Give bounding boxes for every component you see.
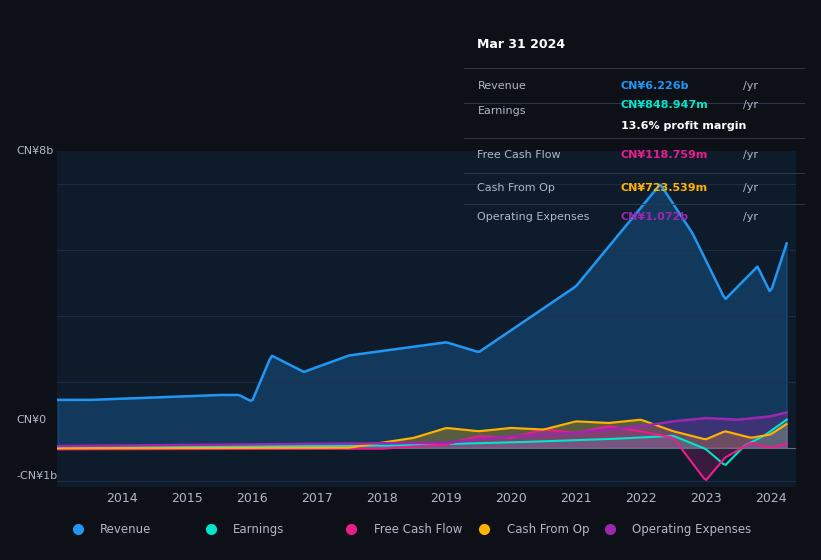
Text: /yr: /yr xyxy=(743,150,759,160)
Text: Earnings: Earnings xyxy=(233,522,285,536)
Text: -CN¥1b: -CN¥1b xyxy=(16,471,57,481)
Text: 13.6% profit margin: 13.6% profit margin xyxy=(621,122,746,132)
Text: Free Cash Flow: Free Cash Flow xyxy=(374,522,462,536)
Text: CN¥723.539m: CN¥723.539m xyxy=(621,183,708,193)
Text: /yr: /yr xyxy=(743,100,759,110)
Text: CN¥848.947m: CN¥848.947m xyxy=(621,100,709,110)
Text: Free Cash Flow: Free Cash Flow xyxy=(478,150,561,160)
Text: /yr: /yr xyxy=(743,81,759,91)
Text: Revenue: Revenue xyxy=(478,81,526,91)
Text: Operating Expenses: Operating Expenses xyxy=(632,522,751,536)
Text: Cash From Op: Cash From Op xyxy=(507,522,589,536)
Text: Mar 31 2024: Mar 31 2024 xyxy=(478,38,566,51)
Text: Cash From Op: Cash From Op xyxy=(478,183,555,193)
Text: Operating Expenses: Operating Expenses xyxy=(478,212,589,222)
Text: CN¥8b: CN¥8b xyxy=(16,146,53,156)
Text: /yr: /yr xyxy=(743,212,759,222)
Text: /yr: /yr xyxy=(743,183,759,193)
Text: Revenue: Revenue xyxy=(100,522,152,536)
Text: Earnings: Earnings xyxy=(478,106,526,116)
Text: CN¥118.759m: CN¥118.759m xyxy=(621,150,708,160)
Text: CN¥0: CN¥0 xyxy=(16,415,47,425)
Text: CN¥1.072b: CN¥1.072b xyxy=(621,212,689,222)
Text: CN¥6.226b: CN¥6.226b xyxy=(621,81,689,91)
